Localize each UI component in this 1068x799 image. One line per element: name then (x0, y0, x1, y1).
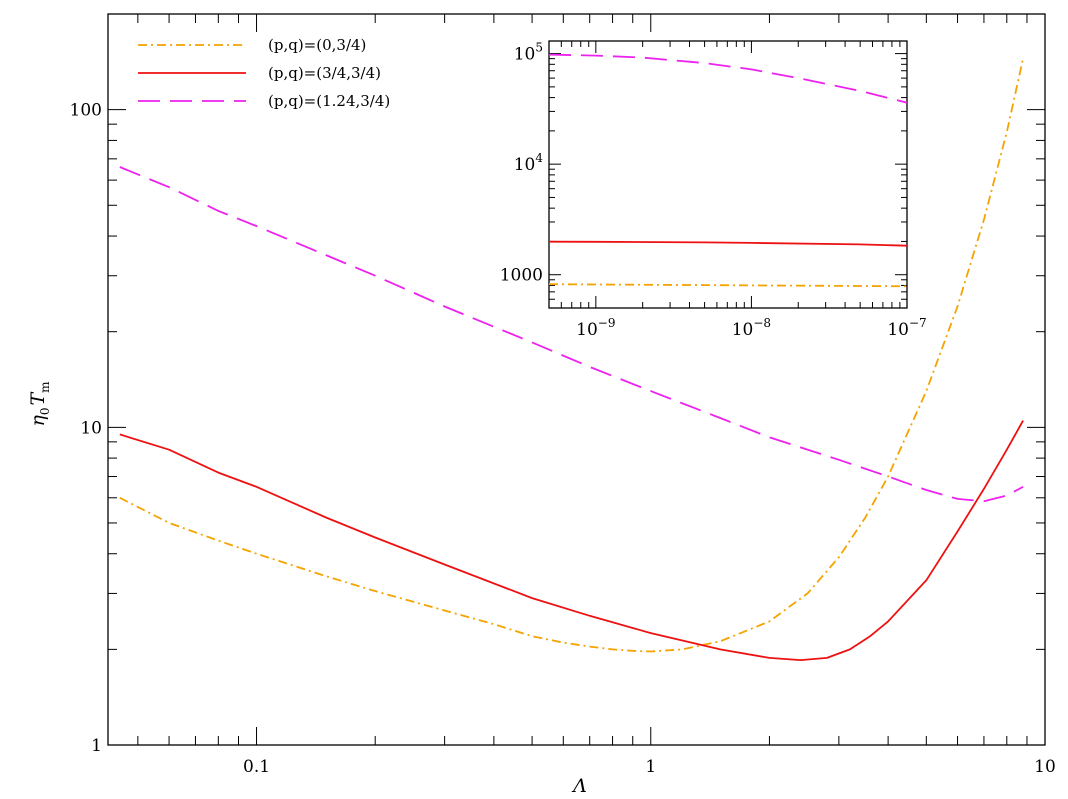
inset-x-tick-label: 10−9 (576, 316, 615, 340)
inset-x-tick-label: 10−7 (887, 316, 926, 340)
inset-plot-frame (548, 40, 908, 309)
main-series-1-line (119, 58, 1024, 653)
y-axis-title: η0Tm (27, 381, 52, 427)
legend-label-1: (p,q)=(0,3/4) (268, 36, 366, 54)
inset-y-tick-label: 1000 (500, 266, 543, 286)
inset-series-3-line (549, 53, 907, 104)
main-x-tick-label: 1 (645, 757, 656, 777)
main-y-tick-label: 10 (80, 418, 102, 438)
main-y-tick-label: 1 (91, 736, 102, 756)
main-series-2-line (119, 420, 1024, 661)
inset-y-tick-label: 105 (514, 41, 543, 65)
x-axis-title: Λ (571, 775, 587, 797)
inset-y-tick-label: 104 (514, 151, 544, 175)
main-x-tick-label: 10 (1034, 757, 1056, 777)
legend-label-2: (p,q)=(3/4,3/4) (268, 64, 381, 82)
main-y-tick-label: 100 (70, 101, 102, 121)
inset-series-2-line (549, 240, 907, 247)
inset-chart: 10−9 10−8 10−7 1000 104 105 (500, 40, 927, 340)
legend-label-3: (p,q)=(1.24,3/4) (268, 92, 390, 110)
main-series-3-line (119, 166, 1024, 503)
inset-x-tick-label: 10−8 (732, 316, 771, 340)
inset-series-1-line (549, 283, 907, 288)
legend: (p,q)=(0,3/4) (p,q)=(3/4,3/4) (p,q)=(1.24,… (138, 36, 390, 110)
main-x-tick-label: 0.1 (243, 757, 270, 777)
